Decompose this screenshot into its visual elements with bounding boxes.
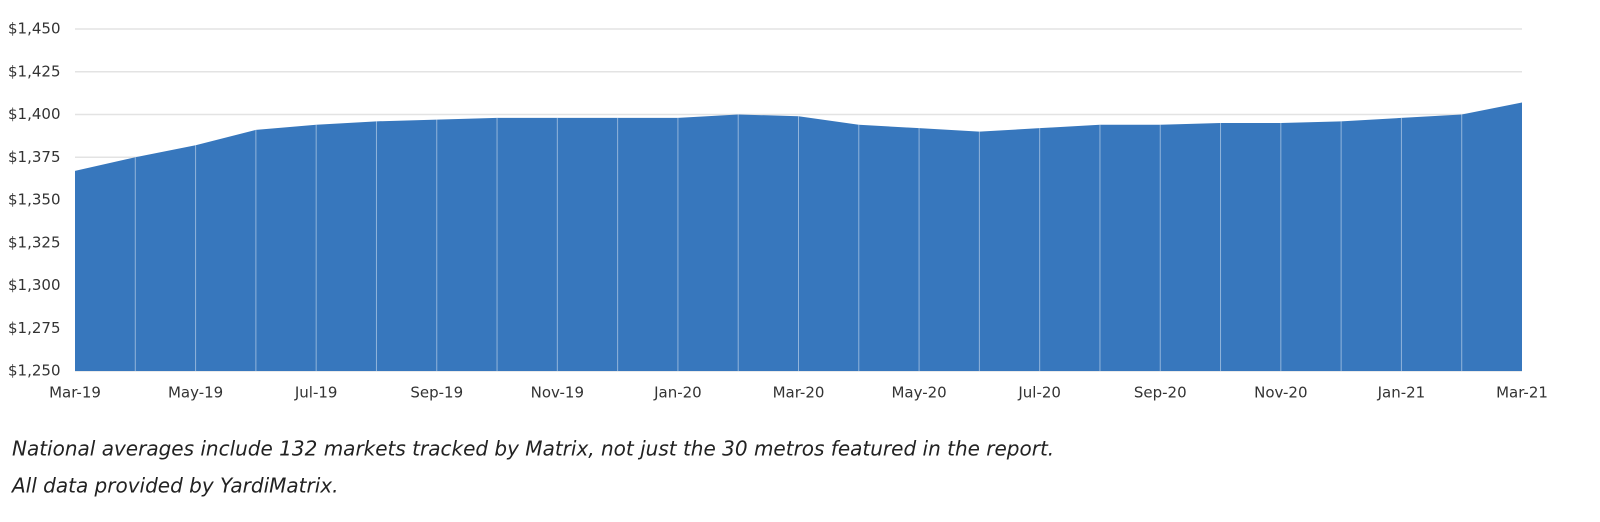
- y-tick-label: $1,400: [8, 105, 61, 123]
- y-tick-label: $1,275: [8, 319, 61, 337]
- y-tick-label: $1,300: [8, 276, 61, 294]
- footnote: All data provided by YardiMatrix.: [10, 474, 338, 498]
- x-tick-label: May-20: [891, 384, 946, 402]
- y-tick-label: $1,250: [8, 362, 61, 380]
- x-tick-label: Nov-19: [531, 384, 584, 402]
- area: [75, 102, 1522, 371]
- x-tick-label: Mar-20: [773, 384, 825, 402]
- x-tick-label: Jul-19: [294, 384, 338, 402]
- x-tick-label: Mar-19: [49, 384, 101, 402]
- y-tick-label: $1,450: [8, 20, 61, 38]
- y-tick-label: $1,325: [8, 233, 61, 251]
- x-tick-label: Jul-20: [1017, 384, 1061, 402]
- x-tick-label: Sep-20: [1134, 384, 1187, 402]
- footnote: National averages include 132 markets tr…: [12, 437, 1054, 461]
- y-tick-label: $1,375: [8, 148, 61, 166]
- x-tick-label: Sep-19: [410, 384, 463, 402]
- x-tick-label: Jan-20: [653, 384, 702, 402]
- x-tick-label: Mar-21: [1496, 384, 1548, 402]
- x-tick-label: Nov-20: [1254, 384, 1307, 402]
- x-tick-label: May-19: [168, 384, 223, 402]
- x-tick-label: Jan-21: [1377, 384, 1426, 402]
- y-tick-label: $1,425: [8, 62, 61, 80]
- y-tick-label: $1,350: [8, 191, 61, 209]
